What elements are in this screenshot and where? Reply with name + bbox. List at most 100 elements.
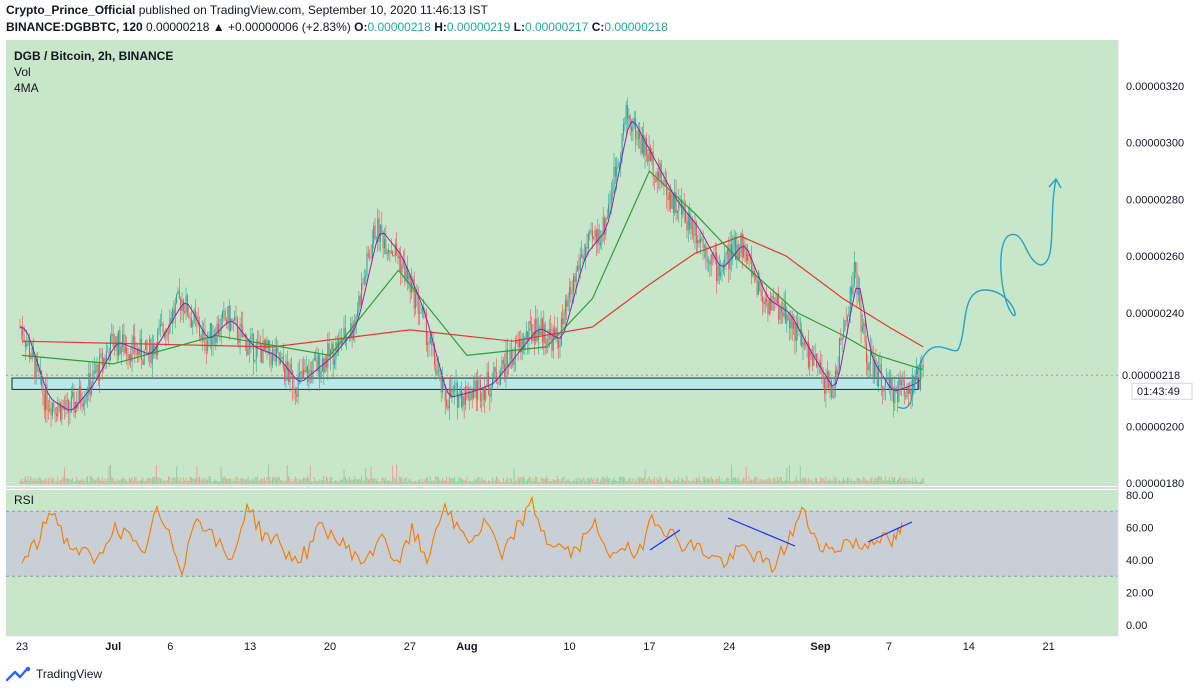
candle-body — [849, 287, 851, 313]
candle-body — [95, 370, 97, 373]
volume-bar — [234, 481, 236, 484]
candle-body — [371, 243, 373, 258]
volume-bar — [917, 481, 919, 484]
candle-body — [151, 345, 153, 364]
volume-bar — [159, 478, 161, 484]
tradingview-logo-icon[interactable] — [6, 666, 32, 682]
volume-bar — [621, 476, 623, 484]
volume-bar — [231, 481, 233, 484]
volume-bar — [161, 479, 163, 484]
candle-body — [281, 356, 283, 359]
volume-bar — [34, 477, 36, 484]
volume-bar — [340, 479, 342, 484]
volume-bar — [587, 477, 589, 484]
candle-body — [540, 318, 542, 335]
volume-bar — [505, 479, 507, 484]
volume-bar — [30, 476, 32, 484]
candle-body — [590, 230, 592, 233]
volume-bar — [300, 479, 302, 484]
candle-body — [263, 340, 265, 350]
volume-bar — [591, 479, 593, 484]
candle-body — [315, 357, 317, 360]
volume-bar — [779, 477, 781, 484]
volume-bar — [177, 477, 179, 484]
volume-bar — [31, 478, 33, 484]
candle-body — [96, 364, 98, 373]
candle-body — [386, 252, 388, 255]
candle-body — [459, 389, 461, 396]
candle-body — [105, 351, 107, 362]
volume-bar — [109, 464, 111, 484]
candle-body — [249, 341, 250, 349]
candle-body — [722, 263, 724, 270]
rsi-label[interactable]: RSI — [14, 493, 34, 507]
volume-bar — [523, 476, 525, 484]
volume-bar — [64, 467, 66, 484]
volume-bar — [68, 478, 70, 484]
low-value: 0.00000217 — [524, 20, 589, 34]
candle-body — [770, 298, 772, 311]
price-tick-6: 0.00000180 — [1126, 478, 1184, 490]
candle-body — [546, 343, 547, 345]
volume-bar — [698, 476, 700, 484]
candle-body — [85, 395, 87, 402]
volume-bar — [824, 480, 826, 484]
candle-body — [502, 360, 504, 364]
volume-bar — [628, 478, 630, 484]
candle-body — [682, 205, 684, 215]
volume-bar — [228, 478, 230, 484]
legend-vol[interactable]: Vol — [14, 65, 31, 79]
volume-bar — [801, 479, 803, 484]
candle-body — [528, 321, 530, 341]
projection-arrow-path[interactable] — [897, 179, 1057, 410]
price-chart[interactable]: DGB / Bitcoin, 2h, BINANCE Vol 4MA RSI 0… — [0, 40, 1200, 660]
volume-bar — [315, 480, 317, 484]
volume-bar — [288, 476, 290, 484]
volume-bar — [674, 477, 676, 484]
author-name[interactable]: Crypto_Prince_Official — [6, 3, 136, 17]
volume-bar — [377, 478, 379, 484]
volume-bar — [103, 481, 105, 484]
candle-body — [860, 305, 862, 332]
candle-body — [24, 340, 26, 347]
volume-bar — [35, 479, 37, 484]
ma-red-line — [21, 235, 924, 348]
candle-body — [541, 318, 543, 343]
candle-body — [830, 380, 832, 398]
candle-body — [51, 402, 53, 416]
low-label: L: — [513, 20, 525, 34]
volume-bar — [178, 480, 180, 484]
candle-body — [535, 318, 537, 342]
candle-body — [649, 146, 651, 161]
volume-bar — [296, 478, 298, 484]
legend-ma[interactable]: 4MA — [14, 81, 39, 95]
candle-body — [352, 331, 354, 339]
time-axis[interactable]: 23 Jul 6 13 20 27 Aug 10 17 24 Sep 7 14 21 — [16, 641, 1055, 653]
candle-body — [439, 369, 441, 371]
volume-bar — [273, 477, 275, 484]
volume-bar — [681, 478, 682, 484]
volume-bar — [512, 481, 514, 484]
time-tick-9: 24 — [723, 641, 735, 653]
candle-body — [543, 323, 545, 343]
volume-bar — [112, 478, 114, 484]
candle-body — [730, 243, 732, 259]
footer-brand[interactable]: TradingView — [36, 667, 103, 681]
candle-body — [520, 338, 522, 353]
rsi-tick-0: 80.00 — [1126, 490, 1154, 502]
rsi-axis[interactable]: 80.00 60.00 40.00 20.00 0.00 — [1126, 490, 1154, 632]
volume-bar — [822, 478, 824, 484]
candle-body — [208, 337, 210, 341]
volume-bar — [398, 476, 400, 484]
price-axis[interactable]: 0.00000320 0.00000300 0.00000280 0.00000260… — [1126, 81, 1184, 490]
candle-body — [486, 372, 488, 387]
main-pane[interactable] — [6, 40, 1118, 486]
volume-bar — [655, 481, 657, 484]
legend-title[interactable]: DGB / Bitcoin, 2h, BINANCE — [14, 49, 173, 63]
candle-body — [258, 340, 260, 344]
candle-body — [80, 386, 82, 403]
candle-body — [778, 293, 780, 320]
candle-body — [276, 347, 277, 362]
volume-bar — [663, 481, 665, 484]
volume-bar — [465, 480, 466, 484]
